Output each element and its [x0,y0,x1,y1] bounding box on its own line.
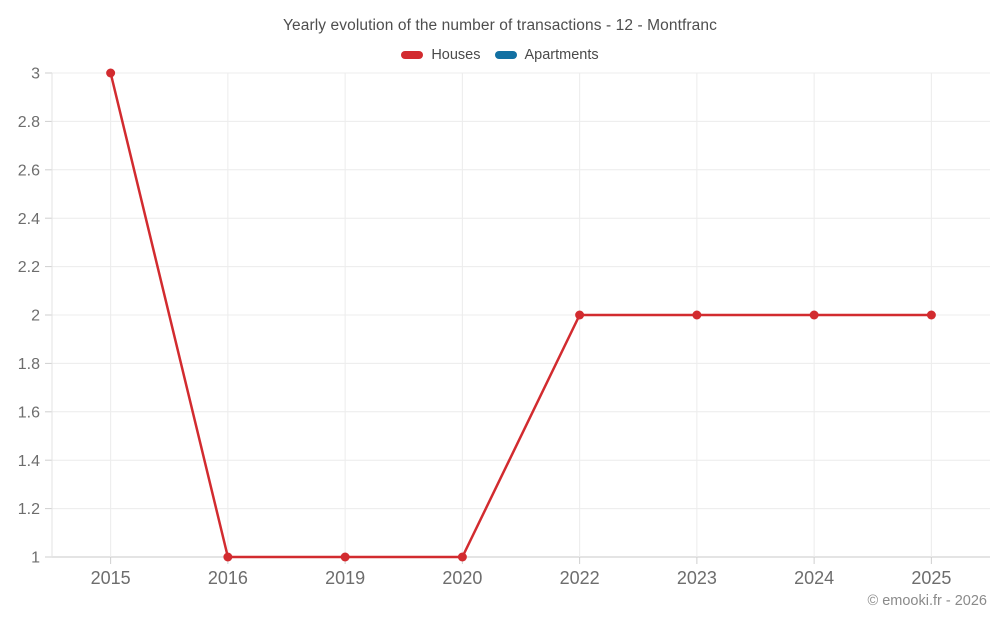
x-tick-label: 2016 [208,568,248,588]
y-tick-label: 2.8 [18,114,40,131]
y-tick-label: 2.2 [18,259,40,276]
legend-item-apartments[interactable]: Apartments [494,47,599,63]
x-tick-label: 2015 [91,568,131,588]
y-tick-label: 2.6 [18,162,40,179]
y-tick-label: 2.4 [18,211,40,228]
y-tick-label: 2 [31,308,40,325]
x-tick-label: 2022 [560,568,600,588]
y-tick-label: 1.2 [18,501,40,518]
y-tick-label: 3 [31,66,40,83]
data-point-houses-2020[interactable] [457,552,467,562]
data-point-houses-2015[interactable] [106,68,116,78]
series-line-houses [109,71,933,559]
legend-item-houses[interactable]: Houses [401,47,481,63]
copyright-text: © emooki.fr - 2026 [867,593,987,609]
chart-title: Yearly evolution of the number of transa… [283,17,717,34]
x-tick-label: 2019 [325,568,365,588]
x-tick-label: 2024 [794,568,834,588]
data-point-houses-2023[interactable] [692,310,702,320]
x-tick-label: 2025 [911,568,951,588]
x-tick-label: 2023 [677,568,717,588]
y-tick-label: 1 [31,550,40,567]
legend: Houses Apartments [0,47,1000,63]
data-point-houses-2019[interactable] [340,552,350,562]
y-tick-label: 1.6 [18,404,40,421]
y-tick-label: 1.8 [18,356,40,373]
legend-swatch-apartments [494,51,517,59]
data-point-houses-2016[interactable] [223,552,233,562]
legend-label: Apartments [524,47,599,63]
data-point-houses-2022[interactable] [575,310,585,320]
legend-label: Houses [431,47,481,63]
data-point-houses-2024[interactable] [809,310,819,320]
legend-swatch-houses [401,51,424,59]
y-tick-label: 1.4 [18,453,40,470]
data-point-houses-2025[interactable] [926,310,936,320]
x-tick-label: 2020 [442,568,482,588]
